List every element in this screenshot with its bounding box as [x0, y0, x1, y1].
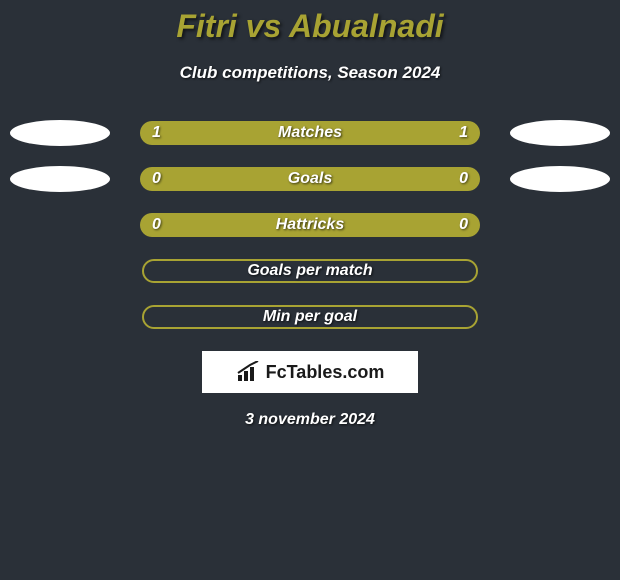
stat-right-value: 1 [459, 124, 468, 142]
stat-right-value: 0 [459, 170, 468, 188]
subtitle: Club competitions, Season 2024 [0, 63, 620, 83]
stat-row-goals: 0 Goals 0 [0, 167, 620, 191]
stat-left-value: 0 [152, 170, 161, 188]
logo-text: FcTables.com [266, 362, 385, 383]
stat-label: Goals [288, 170, 332, 188]
logo-box: FcTables.com [202, 351, 418, 393]
stat-label: Min per goal [263, 308, 357, 326]
stat-bar: 0 Goals 0 [140, 167, 480, 191]
stat-label: Goals per match [247, 262, 372, 280]
comparison-card: Fitri vs Abualnadi Club competitions, Se… [0, 0, 620, 429]
logo: FcTables.com [236, 361, 385, 383]
left-ellipse [10, 120, 110, 146]
stat-left-value: 0 [152, 216, 161, 234]
stat-label: Matches [278, 124, 342, 142]
stat-label: Hattricks [276, 216, 344, 234]
stat-bar: Goals per match [142, 259, 478, 283]
right-ellipse [510, 166, 610, 192]
stat-right-value: 0 [459, 216, 468, 234]
chart-icon [236, 361, 262, 383]
date-line: 3 november 2024 [0, 411, 620, 429]
right-ellipse [510, 120, 610, 146]
stat-rows: 1 Matches 1 0 Goals 0 0 Hattricks 0 [0, 121, 620, 329]
stat-bar: 1 Matches 1 [140, 121, 480, 145]
stat-row-gpm: Goals per match [0, 259, 620, 283]
page-title: Fitri vs Abualnadi [0, 8, 620, 45]
left-ellipse [10, 166, 110, 192]
stat-bar: 0 Hattricks 0 [140, 213, 480, 237]
stat-row-matches: 1 Matches 1 [0, 121, 620, 145]
stat-row-hattricks: 0 Hattricks 0 [0, 213, 620, 237]
stat-row-mpg: Min per goal [0, 305, 620, 329]
stat-left-value: 1 [152, 124, 161, 142]
stat-bar: Min per goal [142, 305, 478, 329]
